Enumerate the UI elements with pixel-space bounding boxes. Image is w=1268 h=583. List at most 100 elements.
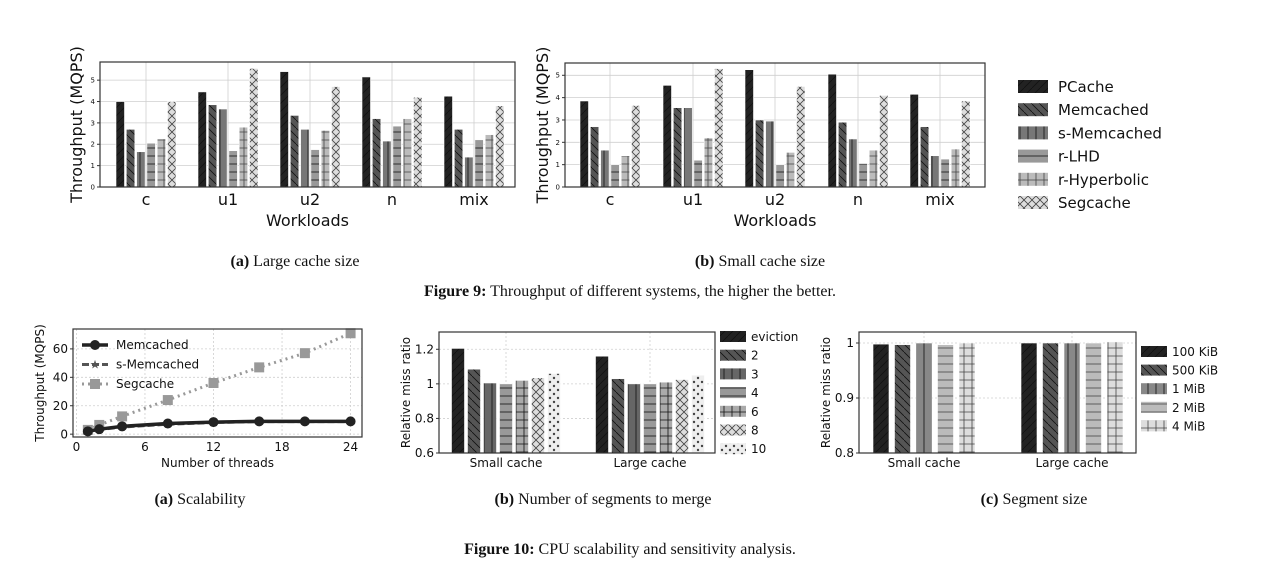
bar-r-hyperbolic xyxy=(868,149,879,188)
bar-segcache xyxy=(631,105,641,188)
legend-swatch xyxy=(1141,364,1167,376)
bar-s-memcached xyxy=(930,155,940,188)
bar-r-hyperbolic xyxy=(703,137,714,188)
legend-swatch xyxy=(1018,80,1048,93)
y-tick-label: 0.8 xyxy=(835,446,854,460)
bar-r-lhd xyxy=(474,139,484,188)
bar-r-hyperbolic xyxy=(484,134,495,188)
y-tick-label: 2 xyxy=(91,141,95,149)
figure10-caption: Figure 10: CPU scalability and sensitivi… xyxy=(464,541,796,558)
y-axis-label: Throughput (MQPS) xyxy=(533,47,552,205)
x-tick-label: u2 xyxy=(765,190,785,209)
bar-6 xyxy=(515,380,529,454)
bar-memcached xyxy=(754,119,765,188)
fig10b-caption-text: Number of segments to merge xyxy=(518,491,711,508)
y-tick-label: 1 xyxy=(846,336,854,350)
y-tick-label: 5 xyxy=(91,77,95,85)
marker-square xyxy=(162,395,173,406)
bar-pcache xyxy=(443,95,453,188)
bar-pcache xyxy=(662,85,672,188)
y-tick-label: 0.8 xyxy=(415,412,434,426)
legend-label: s-Memcached xyxy=(1058,124,1162,142)
legend-swatch xyxy=(720,331,746,342)
bar-4-mib xyxy=(958,342,976,454)
marker-circle xyxy=(117,421,128,432)
fig9b-chart: 0 1 2 3 4 5 Throughput (MQPS) Workloads c u1 u2 n mi… xyxy=(533,47,986,230)
bar-segcache xyxy=(249,68,259,188)
bar-eviction xyxy=(595,355,609,454)
bar-pcache xyxy=(909,93,919,188)
bar-segcache xyxy=(879,95,889,188)
legend-label: 4 xyxy=(751,386,759,400)
fig10a-caption: (a) Scalability xyxy=(154,491,245,508)
marker-square xyxy=(254,362,265,373)
marker-square xyxy=(208,378,219,388)
bar-s-memcached xyxy=(683,107,693,188)
y-tick-label: 0.9 xyxy=(835,391,854,405)
bar-r-lhd xyxy=(858,163,868,188)
marker-square xyxy=(345,328,356,339)
legend-label: 3 xyxy=(751,367,759,381)
bar-100-kib xyxy=(872,343,890,454)
y-tick-label: 5 xyxy=(556,72,560,80)
bar-memcached xyxy=(289,115,300,188)
bar-pcache xyxy=(197,91,207,188)
plot-frame xyxy=(72,328,363,438)
legend-swatch xyxy=(720,424,746,436)
bar-r-lhd xyxy=(775,164,785,188)
legend-label: 4 MiB xyxy=(1172,419,1205,433)
x-tick-label: mix xyxy=(925,190,955,209)
x-tick-label: c xyxy=(142,190,151,209)
legend-label: 10 xyxy=(751,442,766,456)
legend-swatch xyxy=(1018,149,1048,163)
bar-segcache xyxy=(413,96,423,188)
bar-s-memcached xyxy=(848,138,858,188)
bar-8 xyxy=(675,379,689,454)
legend-swatch xyxy=(1141,420,1167,432)
bar-memcached xyxy=(208,104,218,188)
marker-circle xyxy=(299,416,310,427)
bar-eviction xyxy=(451,348,465,454)
legend-label: s-Memcached xyxy=(116,358,199,372)
bar-memcached xyxy=(589,126,600,188)
figure9-caption: Figure 9: Throughput of different system… xyxy=(424,283,836,300)
legend-label: PCache xyxy=(1058,78,1114,96)
figure9-caption-label: Figure 9: xyxy=(424,283,486,300)
x-tick-label: mix xyxy=(459,190,489,209)
bar-segcache xyxy=(796,86,806,188)
fig9a-caption: (a) Large cache size xyxy=(231,253,360,270)
fig9a-chart: 0 1 2 3 4 5 Throughput (MQPS) Workloads c u1 u2 n mi… xyxy=(67,46,1162,230)
bar-pcache xyxy=(827,73,837,188)
legend-label: 2 xyxy=(751,349,759,363)
bar-r-hyperbolic xyxy=(402,118,413,188)
y-tick-label: 1 xyxy=(426,377,434,391)
bar-s-memcached xyxy=(218,108,228,188)
x-tick-label: Small cache xyxy=(888,456,961,470)
y-tick-label: 0 xyxy=(556,183,560,191)
x-tick-label: 6 xyxy=(141,440,149,454)
bar-r-hyperbolic xyxy=(785,152,796,188)
bar-segcache xyxy=(714,68,724,188)
legend-swatch xyxy=(720,405,746,417)
marker-square xyxy=(90,379,100,389)
bar-r-lhd xyxy=(392,125,402,188)
bar-s-memcached xyxy=(464,156,474,188)
marker-circle xyxy=(90,340,100,350)
marker-circle xyxy=(94,424,105,435)
legend-label: Segcache xyxy=(1058,194,1131,212)
legend-label: 500 KiB xyxy=(1172,364,1218,378)
x-tick-label: Small cache xyxy=(470,456,543,470)
y-tick-label: 2 xyxy=(556,139,560,147)
legend-swatch xyxy=(1018,103,1048,117)
x-tick-label: u2 xyxy=(300,190,320,209)
bar-s-memcached xyxy=(600,149,610,188)
y-axis-label: Relative miss ratio xyxy=(399,337,413,448)
y-tick-label: 20 xyxy=(53,399,68,413)
legend-label: 2 MiB xyxy=(1172,401,1205,415)
fig9b-caption-text: Small cache size xyxy=(718,253,825,270)
bar-r-lhd xyxy=(146,142,156,188)
x-tick-label: u1 xyxy=(218,190,238,209)
bar-memcached xyxy=(453,129,464,188)
